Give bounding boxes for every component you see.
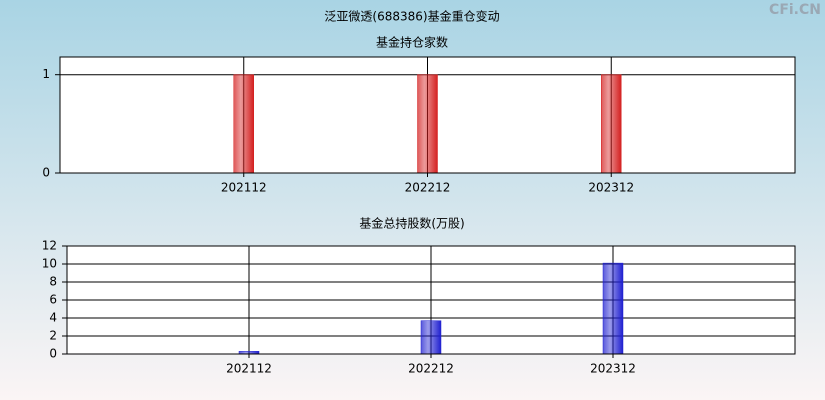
plot-border <box>66 245 796 355</box>
bar <box>420 320 442 355</box>
bar <box>417 74 438 174</box>
bar <box>601 74 622 174</box>
bar <box>233 74 254 174</box>
y-tick-label: 8 <box>49 275 57 289</box>
x-tick-label: 202312 <box>590 362 636 376</box>
x-tick-label: 202212 <box>405 181 451 195</box>
plot-border <box>59 56 796 174</box>
x-tick-label: 202312 <box>588 181 634 195</box>
x-tick-label: 202212 <box>408 362 454 376</box>
chart-title: 基金持仓家数 <box>376 35 448 50</box>
watermark: CFi.CN <box>769 2 821 18</box>
y-tick-label: 6 <box>49 293 57 307</box>
x-tick-label: 202112 <box>226 362 272 376</box>
y-tick-label: 10 <box>42 257 57 271</box>
y-tick-label: 4 <box>49 311 57 325</box>
y-tick-label: 2 <box>49 329 57 343</box>
x-tick-label: 202112 <box>221 181 267 195</box>
y-tick-label: 12 <box>42 239 57 253</box>
bar <box>602 262 624 355</box>
page-title: 泛亚微透(688386)基金重仓变动 <box>324 9 499 24</box>
y-tick-label: 0 <box>42 166 50 180</box>
chart-title: 基金总持股数(万股) <box>359 216 464 231</box>
y-tick-label: 0 <box>49 347 57 361</box>
y-tick-label: 1 <box>42 67 50 81</box>
